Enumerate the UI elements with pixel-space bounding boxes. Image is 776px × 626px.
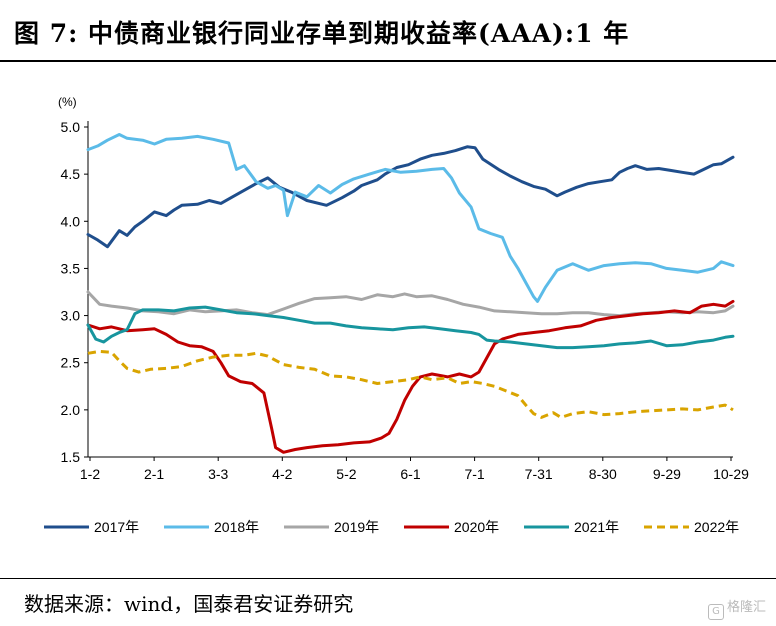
y-tick-label: 2.5 (61, 355, 81, 371)
legend-label: 2019年 (334, 519, 379, 535)
x-tick-label: 3-3 (208, 466, 228, 482)
watermark: G 格隆汇 (707, 596, 766, 620)
x-tick-label: 10-29 (713, 466, 749, 482)
source-rule (0, 578, 776, 579)
y-tick-label: 5.0 (61, 119, 81, 135)
x-tick-label: 5-2 (336, 466, 356, 482)
y-tick-label: 2.0 (61, 402, 81, 418)
x-tick-label: 7-31 (525, 466, 553, 482)
source-note: 数据来源：wind，国泰君安证券研究 (24, 592, 354, 616)
x-tick-label: 9-29 (653, 466, 681, 482)
y-tick-label: 3.5 (61, 260, 81, 276)
figure-title: 图 7: 中债商业银行同业存单到期收益率(AAA):1 年 (14, 19, 630, 48)
y-tick-label: 4.5 (61, 166, 81, 182)
legend-label: 2022年 (694, 519, 739, 535)
x-tick-label: 1-2 (80, 466, 100, 482)
watermark-text: 格隆汇 (726, 600, 766, 615)
legend-label: 2018年 (214, 519, 259, 535)
legend-label: 2020年 (454, 519, 499, 535)
x-tick-label: 2-1 (144, 466, 164, 482)
series-line-2019年 (86, 290, 735, 318)
series-line-2022年 (87, 349, 734, 419)
watermark-logo-icon: G (707, 604, 724, 620)
series-line-2018年 (86, 133, 735, 303)
y-tick-label: 4.0 (61, 213, 81, 229)
series-line-2017年 (86, 145, 735, 249)
x-tick-label: 4-2 (272, 466, 292, 482)
legend-label: 2017年 (94, 519, 139, 535)
x-tick-label: 6-1 (400, 466, 420, 482)
x-tick-label: 8-30 (589, 466, 617, 482)
series-line-2020年 (86, 299, 735, 454)
x-tick-label: 7-1 (464, 466, 484, 482)
line-chart: (%) 1.5 2.0 2.5 3.0 3.5 4.0 4.5 5.0 1-2 2-1 3-3 4-2 5… (44, 95, 749, 535)
legend-label: 2021年 (574, 519, 619, 535)
y-tick-label: 3.0 (61, 308, 81, 324)
series-line-2021年 (86, 305, 735, 350)
y-tick-label: 1.5 (61, 449, 81, 465)
y-unit-label: (%) (58, 95, 77, 109)
title-rule (0, 60, 776, 62)
